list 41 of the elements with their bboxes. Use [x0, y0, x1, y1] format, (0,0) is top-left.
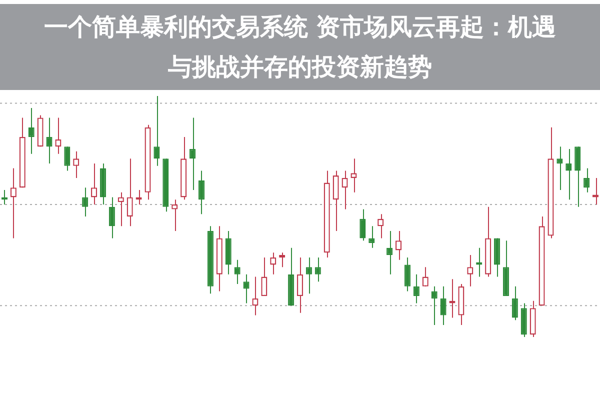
- candlestick: [261, 256, 268, 297]
- candlestick: [28, 108, 34, 154]
- candlestick: [126, 158, 133, 227]
- candlestick: [243, 274, 250, 304]
- candlestick: [512, 286, 518, 321]
- candlestick: [198, 170, 205, 215]
- candlestick: [332, 170, 339, 232]
- candlestick: [574, 146, 581, 208]
- candlestick: [306, 256, 312, 294]
- candlestick: [234, 259, 240, 284]
- candlestick: [368, 226, 375, 248]
- candlestick: [314, 256, 321, 282]
- candlestick: [413, 274, 420, 304]
- candlestick: [440, 286, 446, 326]
- candlestick: [46, 117, 52, 164]
- candlestick: [378, 214, 384, 239]
- candlestick: [342, 170, 348, 210]
- candlestick: [386, 230, 393, 275]
- candlestick: [467, 254, 474, 287]
- candlestick: [431, 286, 438, 326]
- candlestick: [190, 117, 196, 190]
- candlestick: [118, 192, 124, 227]
- candlestick: [55, 117, 62, 154]
- candlestick: [566, 148, 572, 200]
- candlestick: [270, 252, 276, 275]
- candlestick: [73, 150, 80, 178]
- candlestick: [82, 187, 88, 217]
- candlestick: [154, 96, 160, 166]
- candlestick: [395, 230, 402, 260]
- chart-title: 一个简单暴利的交易系统 资市场风云再起：机遇与挑战并存的投资新趋势: [0, 4, 600, 90]
- candlestick: [584, 168, 590, 193]
- candlestick: [64, 146, 70, 172]
- candlestick: [91, 162, 98, 205]
- candlestick: [172, 199, 178, 232]
- candlestick: [252, 276, 258, 316]
- candlestick: [108, 196, 115, 239]
- candlestick: [10, 168, 16, 239]
- candlestick: [360, 208, 366, 242]
- candlestick: [404, 256, 410, 292]
- candlestick: [556, 146, 563, 190]
- candlestick: [296, 256, 304, 314]
